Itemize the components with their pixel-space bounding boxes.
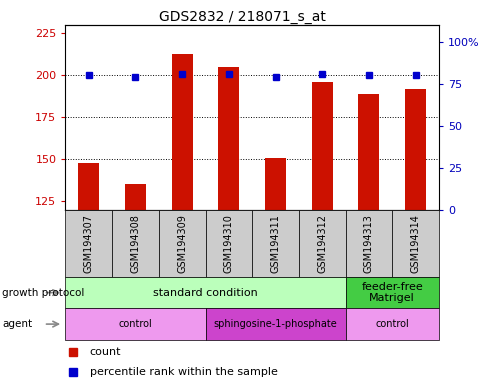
Bar (345, 277, 438, 308)
Bar (345, 210, 392, 277)
Bar (358, 94, 378, 210)
Text: sphingosine-1-phosphate: sphingosine-1-phosphate (213, 319, 337, 329)
Bar (78, 163, 99, 210)
Bar (218, 67, 239, 210)
Bar (404, 89, 425, 210)
Bar (205, 210, 252, 277)
Bar (205, 308, 345, 340)
Text: GSM194313: GSM194313 (363, 214, 373, 273)
Text: GSM194310: GSM194310 (224, 214, 233, 273)
Bar (65, 277, 345, 308)
Text: agent: agent (2, 319, 32, 329)
Bar (171, 53, 192, 210)
Text: feeder-free
Matrigel: feeder-free Matrigel (361, 282, 422, 303)
Bar (158, 210, 205, 277)
Bar (125, 184, 146, 210)
Text: GSM194307: GSM194307 (84, 214, 93, 273)
Bar (112, 210, 158, 277)
Text: control: control (375, 319, 408, 329)
Text: GSM194308: GSM194308 (130, 214, 140, 273)
Text: count: count (90, 347, 121, 357)
Text: GSM194311: GSM194311 (270, 214, 280, 273)
Text: GDS2832 / 218071_s_at: GDS2832 / 218071_s_at (159, 10, 325, 23)
Text: GSM194314: GSM194314 (410, 214, 420, 273)
Bar (298, 210, 345, 277)
Bar (65, 308, 205, 340)
Bar (345, 308, 438, 340)
Bar (264, 157, 286, 210)
Bar (311, 82, 332, 210)
Text: percentile rank within the sample: percentile rank within the sample (90, 367, 277, 377)
Text: control: control (119, 319, 152, 329)
Text: standard condition: standard condition (153, 288, 257, 298)
Bar (252, 210, 298, 277)
Text: growth protocol: growth protocol (2, 288, 85, 298)
Bar (392, 210, 438, 277)
Text: GSM194309: GSM194309 (177, 214, 187, 273)
Text: GSM194312: GSM194312 (317, 214, 327, 273)
Bar (65, 210, 112, 277)
